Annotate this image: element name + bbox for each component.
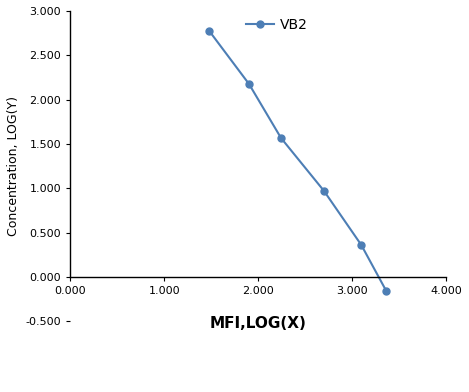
VB2 xyxy=(358,243,364,247)
Y-axis label: Concentration, LOG(Y): Concentration, LOG(Y) xyxy=(7,96,20,236)
Line: VB2: VB2 xyxy=(205,27,390,294)
VB2 xyxy=(246,82,252,86)
X-axis label: MFI,LOG(X): MFI,LOG(X) xyxy=(210,316,307,330)
VB2 xyxy=(278,136,284,140)
VB2 xyxy=(206,28,212,33)
VB2 xyxy=(383,289,389,293)
VB2 xyxy=(321,189,327,193)
Legend: VB2: VB2 xyxy=(241,12,313,38)
